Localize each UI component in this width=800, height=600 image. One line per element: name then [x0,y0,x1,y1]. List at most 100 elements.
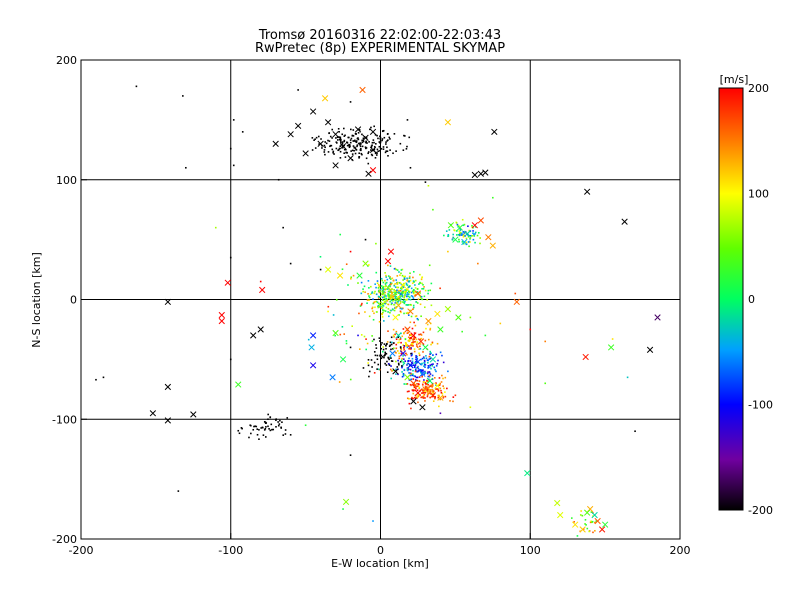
data-point [373,149,375,151]
data-point [382,281,385,284]
data-point [422,351,424,353]
data-point [373,141,375,144]
data-point [422,396,425,399]
data-point [415,343,418,346]
cross-marker [389,350,396,357]
data-point [414,293,417,296]
data-point [418,348,420,350]
data-point [412,292,415,295]
data-point [388,345,391,348]
data-point [415,338,418,341]
data-point [443,387,445,390]
data-point [472,230,474,232]
cross-marker [598,526,606,533]
data-point [403,134,405,137]
cross-marker [149,410,157,417]
data-point [421,282,423,285]
data-point [319,268,322,271]
data-point [358,156,361,158]
data-point [351,149,354,152]
data-point [379,135,381,138]
data-point [384,291,387,294]
data-point [275,426,277,428]
data-point [398,341,400,344]
cross-marker [164,383,172,391]
data-point [416,370,419,373]
data-point [410,287,413,290]
cross-marker [425,317,432,325]
data-point [371,292,373,295]
data-point [437,396,440,399]
data-point [371,366,373,368]
data-point [416,382,418,385]
data-point [476,234,479,237]
data-point [385,306,388,309]
data-point [354,132,357,135]
data-point [465,237,468,240]
data-point [414,324,417,327]
data-point [399,346,402,348]
data-point [360,281,363,284]
data-point [442,385,444,387]
data-point [408,339,410,341]
cross-marker [287,131,294,138]
data-point [403,358,405,360]
data-point [361,153,363,156]
data-point [262,434,265,436]
data-point [360,304,363,306]
data-point [412,378,415,380]
data-point [579,514,582,516]
gridlines [81,60,680,539]
cross-marker [429,392,437,399]
data-point [393,268,396,270]
data-point [402,363,405,366]
cross-marker [309,108,317,115]
data-point [380,295,382,298]
data-point [417,385,420,387]
data-point [373,372,376,374]
data-point [381,350,384,353]
data-point [393,342,395,344]
data-point [338,147,341,150]
data-point [472,238,475,241]
data-point [410,378,413,381]
data-point [499,322,502,325]
data-point [573,520,575,523]
data-point [434,388,437,390]
data-point [374,306,376,309]
data-point [361,302,363,305]
cross-marker [485,234,492,241]
data-point [411,360,414,363]
data-point [416,341,419,343]
cross-marker [455,314,462,321]
data-point [514,292,517,295]
data-point [376,282,379,285]
data-point [401,290,404,293]
cross-marker [444,305,452,313]
data-point [254,425,256,428]
data-point [349,145,351,148]
data-point [393,309,396,312]
data-point [415,356,417,359]
data-point [388,296,391,298]
data-point [444,391,446,393]
data-point [335,147,338,150]
data-point [414,279,417,282]
data-point [413,386,416,389]
data-point [373,312,375,315]
data-point [386,341,389,343]
data-point [377,290,380,293]
cross-marker [259,286,266,294]
data-point [407,290,410,293]
data-point [430,304,433,307]
data-point [423,361,426,363]
data-point [403,296,406,299]
data-point [398,363,400,366]
data-point [406,383,409,385]
cross-marker [513,298,520,306]
data-point [348,146,351,149]
data-point [427,380,430,383]
data-point [422,283,424,286]
cross-marker [365,170,372,177]
data-point [398,297,400,300]
